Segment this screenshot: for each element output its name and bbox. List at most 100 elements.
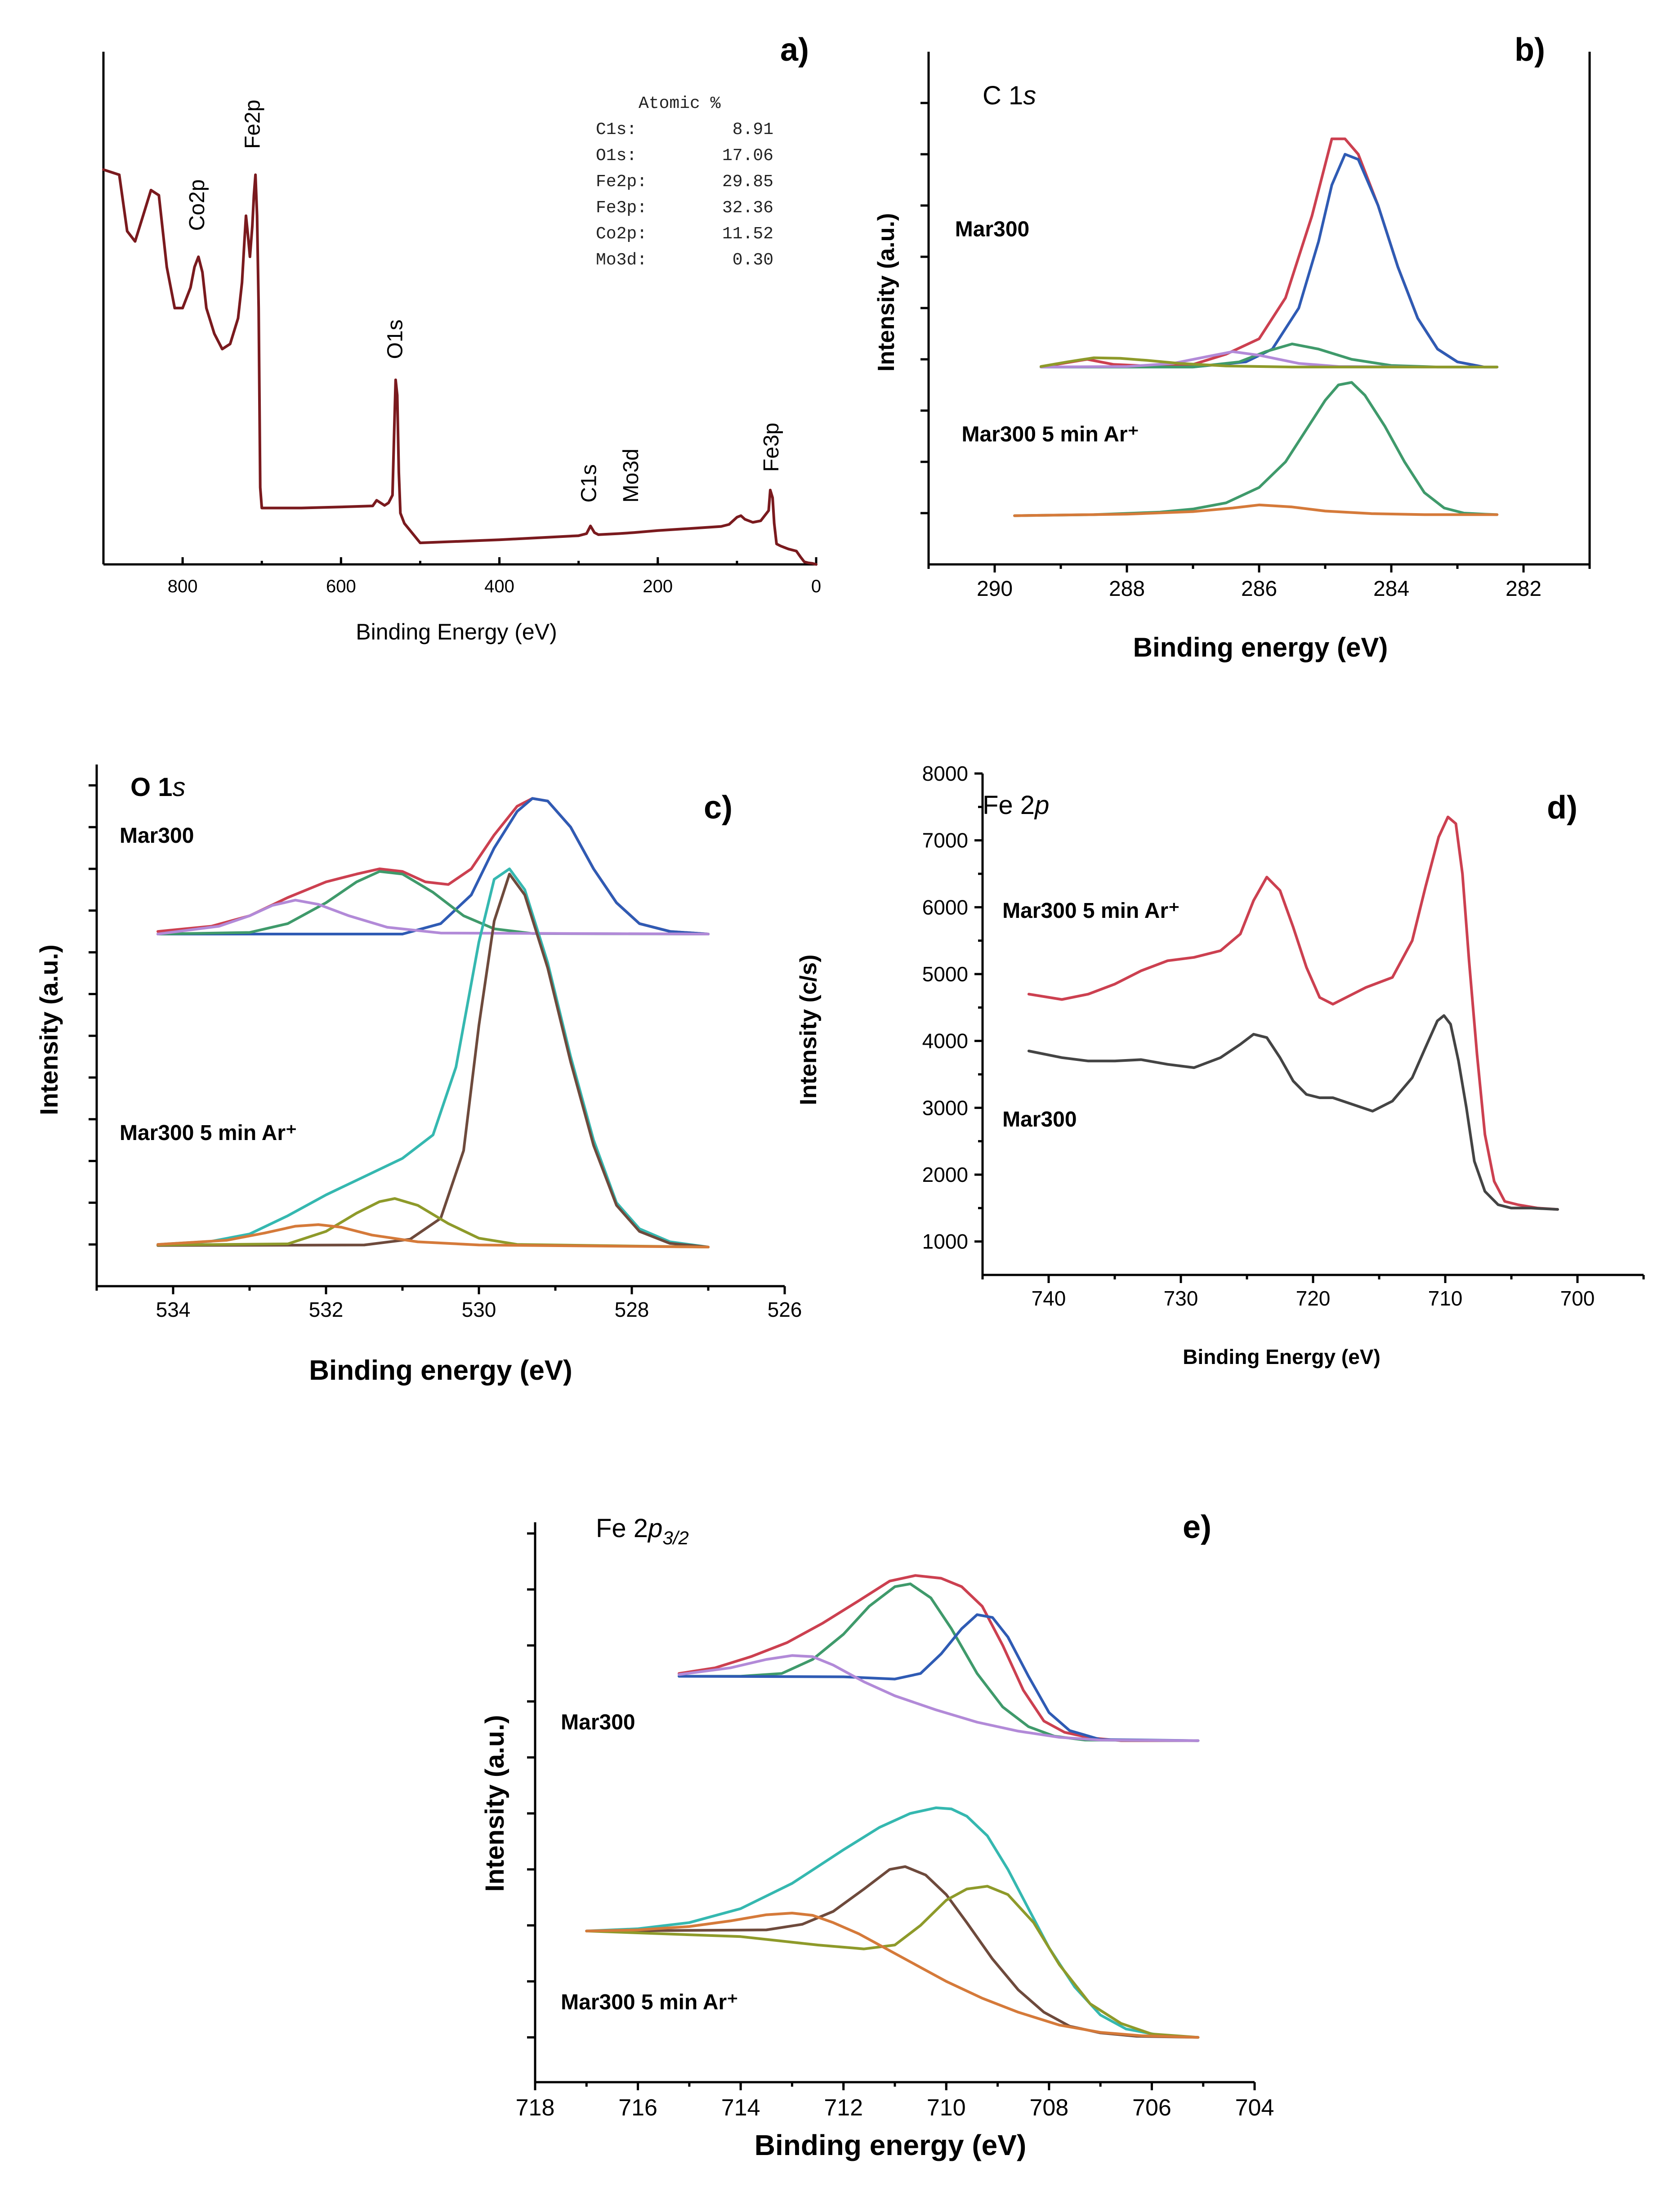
atomic-row-label: Co2p: xyxy=(596,224,647,244)
panel-d-marks: 740 730 720 710 700 1000 2000 3000 4000 5000 6000 7… xyxy=(922,762,1645,1310)
x-tick-label: 710 xyxy=(927,2095,966,2121)
series-line xyxy=(1027,815,1559,1211)
x-tick-label: 0 xyxy=(811,577,821,596)
x-tick-label: 716 xyxy=(618,2095,657,2121)
y-tick-label: 8000 xyxy=(922,762,968,785)
x-tick-label: 528 xyxy=(615,1298,649,1321)
series-line xyxy=(678,1613,1200,1742)
y-tick-label: 7000 xyxy=(922,829,968,852)
atomic-row-label: Fe2p: xyxy=(596,172,647,192)
atomic-percent-title: Atomic % xyxy=(639,94,721,113)
x-tick-label: 284 xyxy=(1373,577,1409,601)
x-tick-label: 710 xyxy=(1428,1287,1463,1310)
x-tick-label: 740 xyxy=(1032,1287,1066,1310)
series-line xyxy=(156,899,710,935)
x-tick-label: 714 xyxy=(721,2095,760,2121)
peak-label: Fe2p xyxy=(241,100,264,149)
panel-c-title-main: O 1 xyxy=(130,773,173,802)
panel-b-marks: 290 288 286 284 282 Mar300 Mar300 5 min Ar⁺ xyxy=(920,52,1591,601)
panel-e-title-main: Fe 2 xyxy=(596,1514,648,1543)
panel-b-ylabel: Intensity (a.u.) xyxy=(873,213,899,371)
y-tick-label: 2000 xyxy=(922,1163,968,1186)
atomic-row-value: 29.85 xyxy=(722,172,773,192)
peak-label: O1s xyxy=(383,319,407,359)
x-tick-label: 530 xyxy=(462,1298,496,1321)
series-label: Mar300 xyxy=(955,217,1029,241)
atomic-row-value: 32.36 xyxy=(722,198,773,218)
atomic-row-value: 11.52 xyxy=(722,224,773,244)
series-line xyxy=(1013,503,1499,517)
y-tick-label: 1000 xyxy=(922,1230,968,1253)
panel-c-marks: 534 532 530 528 526 Mar300 Mar300 5 min Ar⁺ xyxy=(89,765,802,1321)
series-line xyxy=(156,872,710,1248)
panel-b: 290 288 286 284 282 Mar300 Mar300 5 min Ar⁺ b)… xyxy=(873,32,1591,662)
x-tick-label: 534 xyxy=(156,1298,191,1321)
series-label: Mar300 5 min Ar⁺ xyxy=(120,1121,297,1145)
panel-c-letter: c) xyxy=(704,790,733,826)
x-tick-label: 706 xyxy=(1132,2095,1171,2121)
series-line xyxy=(678,1574,1200,1742)
panel-d-title-sub: p xyxy=(1034,791,1049,820)
panel-e-title-sub: p xyxy=(647,1514,662,1543)
series-label: Mar300 5 min Ar⁺ xyxy=(962,422,1139,446)
panel-e-title: Fe 2p3/2 xyxy=(596,1514,689,1548)
series-line xyxy=(156,870,710,935)
panel-a-marks: 800 600 400 200 0 Co2p Fe2p O1s C1s Mo3d Fe3p xyxy=(102,52,821,596)
panel-c-xlabel: Binding energy (eV) xyxy=(309,1355,572,1386)
peak-label: Co2p xyxy=(185,179,209,231)
series-line xyxy=(1013,381,1499,517)
atomic-row-label: Fe3p: xyxy=(596,198,647,218)
x-tick-label: 200 xyxy=(643,577,673,596)
series-label: Mar300 xyxy=(1002,1108,1077,1131)
panel-e-xlabel: Binding energy (eV) xyxy=(755,2129,1027,2161)
x-tick-label: 288 xyxy=(1109,577,1145,601)
panel-c-ylabel: Intensity (a.u.) xyxy=(35,944,63,1115)
panel-b-letter: b) xyxy=(1515,32,1545,68)
series-line xyxy=(678,1582,1200,1742)
atomic-row-value: 8.91 xyxy=(733,120,773,139)
panel-b-title-main: C 1 xyxy=(983,81,1023,110)
x-tick-label: 704 xyxy=(1235,2095,1274,2121)
panel-b-title-sub: s xyxy=(1023,81,1036,110)
panel-e-title-subscript: 3/2 xyxy=(662,1527,688,1548)
x-tick-label: 720 xyxy=(1296,1287,1331,1310)
x-tick-label: 286 xyxy=(1241,577,1277,601)
panel-d-letter: d) xyxy=(1547,790,1577,826)
x-tick-label: 532 xyxy=(309,1298,344,1321)
panel-d-title: Fe 2p xyxy=(983,791,1049,820)
series-label: Mar300 xyxy=(561,1711,635,1735)
y-tick-label: 5000 xyxy=(922,962,968,986)
atomic-row-label: O1s: xyxy=(596,146,637,165)
panel-d-ylabel: Intensity (c/s) xyxy=(795,954,822,1105)
series-line xyxy=(1039,356,1499,369)
panel-c-title: O 1s xyxy=(130,773,186,802)
panel-e-ylabel: Intensity (a.u.) xyxy=(480,1715,509,1891)
peak-label: Mo3d xyxy=(619,449,643,503)
series-line xyxy=(102,168,818,566)
panel-d-xlabel: Binding Energy (eV) xyxy=(1183,1345,1381,1368)
series-line xyxy=(585,1912,1200,2039)
series-label: Mar300 5 min Ar⁺ xyxy=(1002,899,1180,923)
panel-c-title-sub: s xyxy=(173,773,186,802)
series-line xyxy=(156,1197,710,1248)
panel-e: 718 716 714 712 710 708 706 704 Mar300 Mar300 5 m… xyxy=(480,1509,1274,2161)
panel-a-xlabel: Binding Energy (eV) xyxy=(356,619,557,644)
x-tick-label: 526 xyxy=(768,1298,802,1321)
x-tick-label: 400 xyxy=(484,577,514,596)
atomic-row-label: Mo3d: xyxy=(596,250,647,270)
panel-b-title: C 1s xyxy=(983,81,1036,110)
series-line xyxy=(678,1654,1200,1742)
peak-label: C1s xyxy=(577,464,601,502)
atomic-row-value: 17.06 xyxy=(722,146,773,165)
y-tick-label: 4000 xyxy=(922,1029,968,1053)
series-line xyxy=(156,1223,710,1248)
x-tick-label: 712 xyxy=(824,2095,863,2121)
atomic-row-label: C1s: xyxy=(596,120,637,139)
x-tick-label: 600 xyxy=(326,577,356,596)
panel-a-letter: a) xyxy=(780,32,809,68)
x-tick-label: 718 xyxy=(516,2095,555,2121)
series-line xyxy=(1027,1014,1559,1211)
panel-e-letter: e) xyxy=(1183,1509,1211,1545)
series-label: Mar300 5 min Ar⁺ xyxy=(561,1990,738,2014)
